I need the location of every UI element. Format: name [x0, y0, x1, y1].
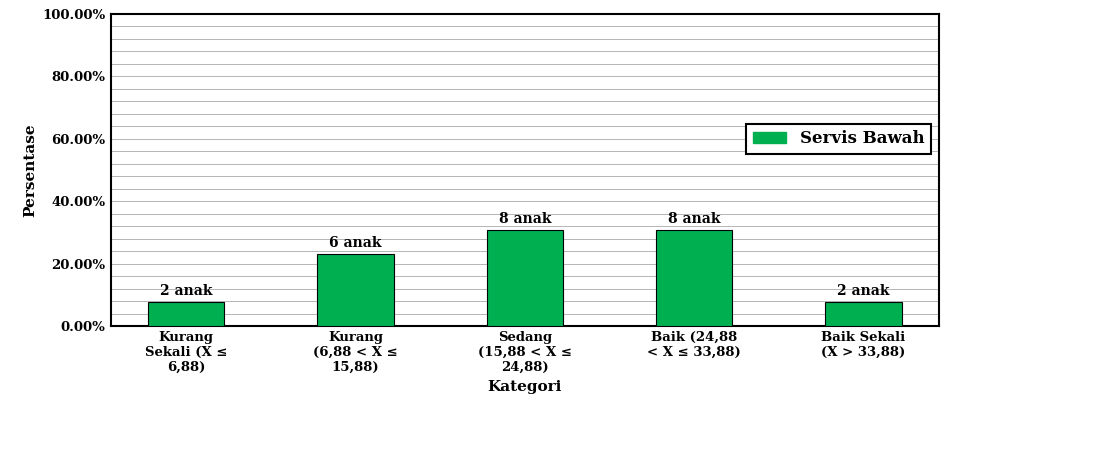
X-axis label: Kategori: Kategori: [487, 380, 562, 394]
Text: 8 anak: 8 anak: [498, 212, 551, 226]
Bar: [487, 230, 562, 326]
Legend: Servis Bawah: Servis Bawah: [746, 123, 930, 154]
Text: 6 anak: 6 anak: [329, 236, 382, 250]
Text: 8 anak: 8 anak: [667, 212, 720, 226]
Bar: [656, 230, 733, 326]
Bar: [317, 254, 393, 326]
Text: 2 anak: 2 anak: [838, 284, 890, 298]
Bar: [825, 302, 902, 326]
Y-axis label: Persentase: Persentase: [23, 123, 36, 217]
Bar: [148, 302, 224, 326]
Text: 2 anak: 2 anak: [160, 284, 212, 298]
